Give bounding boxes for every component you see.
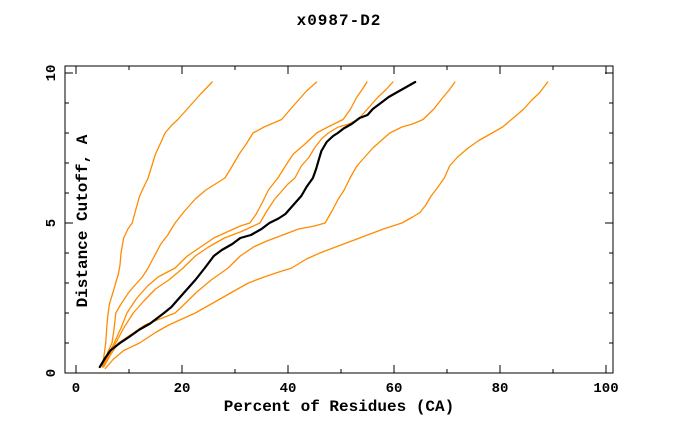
model-curve-5 (102, 81, 456, 368)
model-curve-2 (101, 81, 318, 367)
y-tick-label: 5 (44, 219, 60, 227)
model-curve-3 (101, 81, 368, 368)
y-axis-label: Distance Cutoff, A (74, 134, 92, 308)
highlighted-model-curve (98, 80, 417, 369)
y-tick-label: 0 (44, 369, 60, 377)
x-tick-label: 40 (280, 381, 297, 397)
x-tick-label: 100 (593, 381, 618, 397)
model-curve-1 (101, 81, 213, 367)
model-curve-4 (101, 81, 394, 368)
plot-border (64, 65, 614, 374)
x-axis-label: Percent of Residues (CA) (223, 398, 455, 416)
x-tick-label: 80 (492, 381, 509, 397)
model-curve-6 (104, 81, 549, 370)
x-tick-label: 60 (386, 381, 403, 397)
curves (98, 80, 549, 370)
x-tick-label: 20 (174, 381, 191, 397)
y-tick-label: 10 (44, 65, 60, 82)
chart-title: x0987-D2 (296, 12, 382, 30)
x-tick-label: 0 (72, 381, 80, 397)
tick-labels: 0 20 40 60 80 100 0 5 10 (44, 65, 619, 397)
axis-ticks (65, 66, 613, 374)
